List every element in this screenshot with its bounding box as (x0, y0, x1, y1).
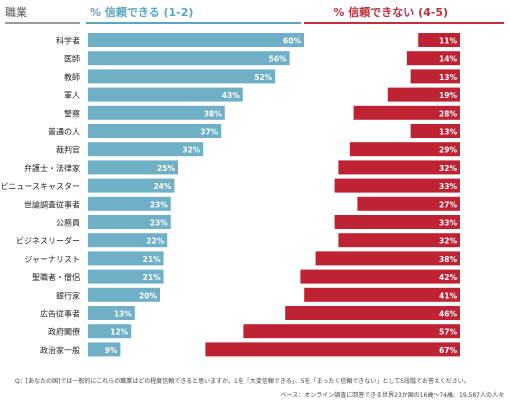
distrust-value-label: 67% (439, 346, 457, 355)
trust-value-label: 38% (204, 109, 222, 118)
distrust-bar (357, 196, 460, 211)
occupation-header: 職業 (5, 6, 27, 19)
trust-value-label: 22% (146, 237, 164, 246)
trust-bar (88, 196, 171, 211)
trust-bar (88, 160, 178, 175)
trust-value-label: 9% (105, 346, 118, 355)
trust-value-label: 13% (114, 310, 132, 319)
category-label: 公務員 (56, 218, 80, 228)
trust-bar (88, 142, 204, 157)
category-label: 裁判官 (56, 145, 80, 155)
trust-bar (88, 233, 168, 248)
trust-value-label: 24% (153, 182, 171, 191)
trust-bar (88, 269, 164, 284)
category-label: 聖職者・僧侶 (32, 272, 80, 282)
distrust-bar (410, 124, 460, 138)
category-label: 弁護士・法律家 (24, 163, 80, 173)
category-label: 教師 (64, 72, 80, 82)
category-label: ビジネスリーダー (16, 236, 80, 246)
category-label: 科学者 (56, 36, 80, 46)
distrust-bar (315, 251, 460, 266)
category-label: 世論調査従事者 (24, 199, 80, 209)
distrust-value-label: 14% (439, 55, 457, 64)
distrust-value-label: 46% (439, 310, 457, 319)
distrust-value-label: 33% (439, 182, 457, 191)
trust-value-label: 60% (283, 37, 301, 46)
trust-header-underline (86, 22, 301, 24)
trust-bar (88, 178, 175, 193)
distrust-bar (353, 105, 460, 120)
category-label: 銀行家 (56, 290, 80, 300)
trust-header: % 信頼できる (1-2) (90, 6, 194, 19)
trust-value-label: 32% (182, 146, 200, 155)
distrust-bar (418, 33, 460, 47)
trust-value-label: 52% (254, 73, 272, 82)
distrust-bar (334, 178, 460, 193)
question-note: Q：[あなたの国]では一般的にこれらの職業はどの程度信頼できると思いますか。1を… (15, 378, 470, 385)
trust-bar (88, 33, 304, 47)
distrust-bar (334, 215, 460, 229)
trust-bar (88, 51, 290, 66)
base-note: ベース：オンライン調査に回答できる世界23か国の16歳～74歳、19,587人の… (280, 392, 504, 399)
trust-bar (88, 287, 160, 302)
distrust-header-underline (304, 22, 504, 24)
distrust-value-label: 33% (439, 219, 457, 228)
distrust-bar (205, 342, 460, 357)
category-label: テレビニュースキャスター (0, 182, 80, 191)
distrust-bar (243, 324, 460, 339)
trust-value-label: 56% (269, 55, 287, 64)
trust-value-label: 12% (110, 328, 128, 337)
trust-bar (88, 124, 222, 138)
distrust-value-label: 57% (439, 328, 457, 337)
trust-bar (88, 105, 225, 120)
trust-bar (88, 342, 121, 357)
trust-bar (88, 324, 132, 339)
distrust-bar (304, 287, 460, 302)
trust-value-label: 37% (200, 128, 218, 137)
distrust-bar (406, 51, 460, 66)
occupation-header-underline (5, 22, 80, 24)
trust-bar (88, 215, 171, 229)
category-label: 政治家一般 (40, 345, 80, 355)
trust-value-label: 20% (139, 291, 157, 300)
distrust-header: % 信頼できない (4-5) (333, 6, 448, 19)
distrust-value-label: 28% (439, 109, 457, 118)
distrust-bar (349, 142, 460, 157)
distrust-bar (300, 269, 460, 284)
category-label: 軍人 (64, 91, 80, 100)
distrust-value-label: 32% (439, 164, 457, 173)
trust-value-label: 21% (143, 273, 161, 282)
distrust-value-label: 32% (439, 237, 457, 246)
distrust-value-label: 11% (439, 37, 457, 46)
category-label: 医師 (64, 54, 80, 64)
distrust-value-label: 27% (439, 200, 457, 209)
category-label: 警察 (64, 108, 80, 118)
distrust-value-label: 13% (439, 128, 457, 137)
trust-bar (88, 306, 135, 320)
distrust-bar (285, 306, 460, 320)
distrust-bar (338, 233, 460, 248)
trust-bar (88, 87, 243, 102)
trust-value-label: 43% (222, 91, 240, 100)
distrust-value-label: 41% (439, 291, 457, 300)
category-label: 普通の人 (48, 127, 80, 137)
distrust-value-label: 19% (439, 91, 457, 100)
category-label: 政府閣僚 (48, 327, 80, 337)
distrust-bar (338, 160, 460, 175)
distrust-value-label: 13% (439, 73, 457, 82)
trust-bar (88, 69, 276, 84)
distrust-value-label: 29% (439, 146, 457, 155)
category-label: ジャーナリスト (24, 255, 80, 264)
distrust-value-label: 38% (439, 255, 457, 264)
trust-value-label: 21% (143, 255, 161, 264)
trust-value-label: 23% (150, 200, 168, 209)
distrust-value-label: 42% (439, 273, 457, 282)
category-label: 広告従事者 (40, 309, 80, 319)
trust-value-label: 23% (150, 219, 168, 228)
distrust-bar (410, 69, 460, 84)
trust-bar (88, 251, 164, 266)
trust-value-label: 25% (157, 164, 175, 173)
distrust-bar (387, 87, 460, 102)
